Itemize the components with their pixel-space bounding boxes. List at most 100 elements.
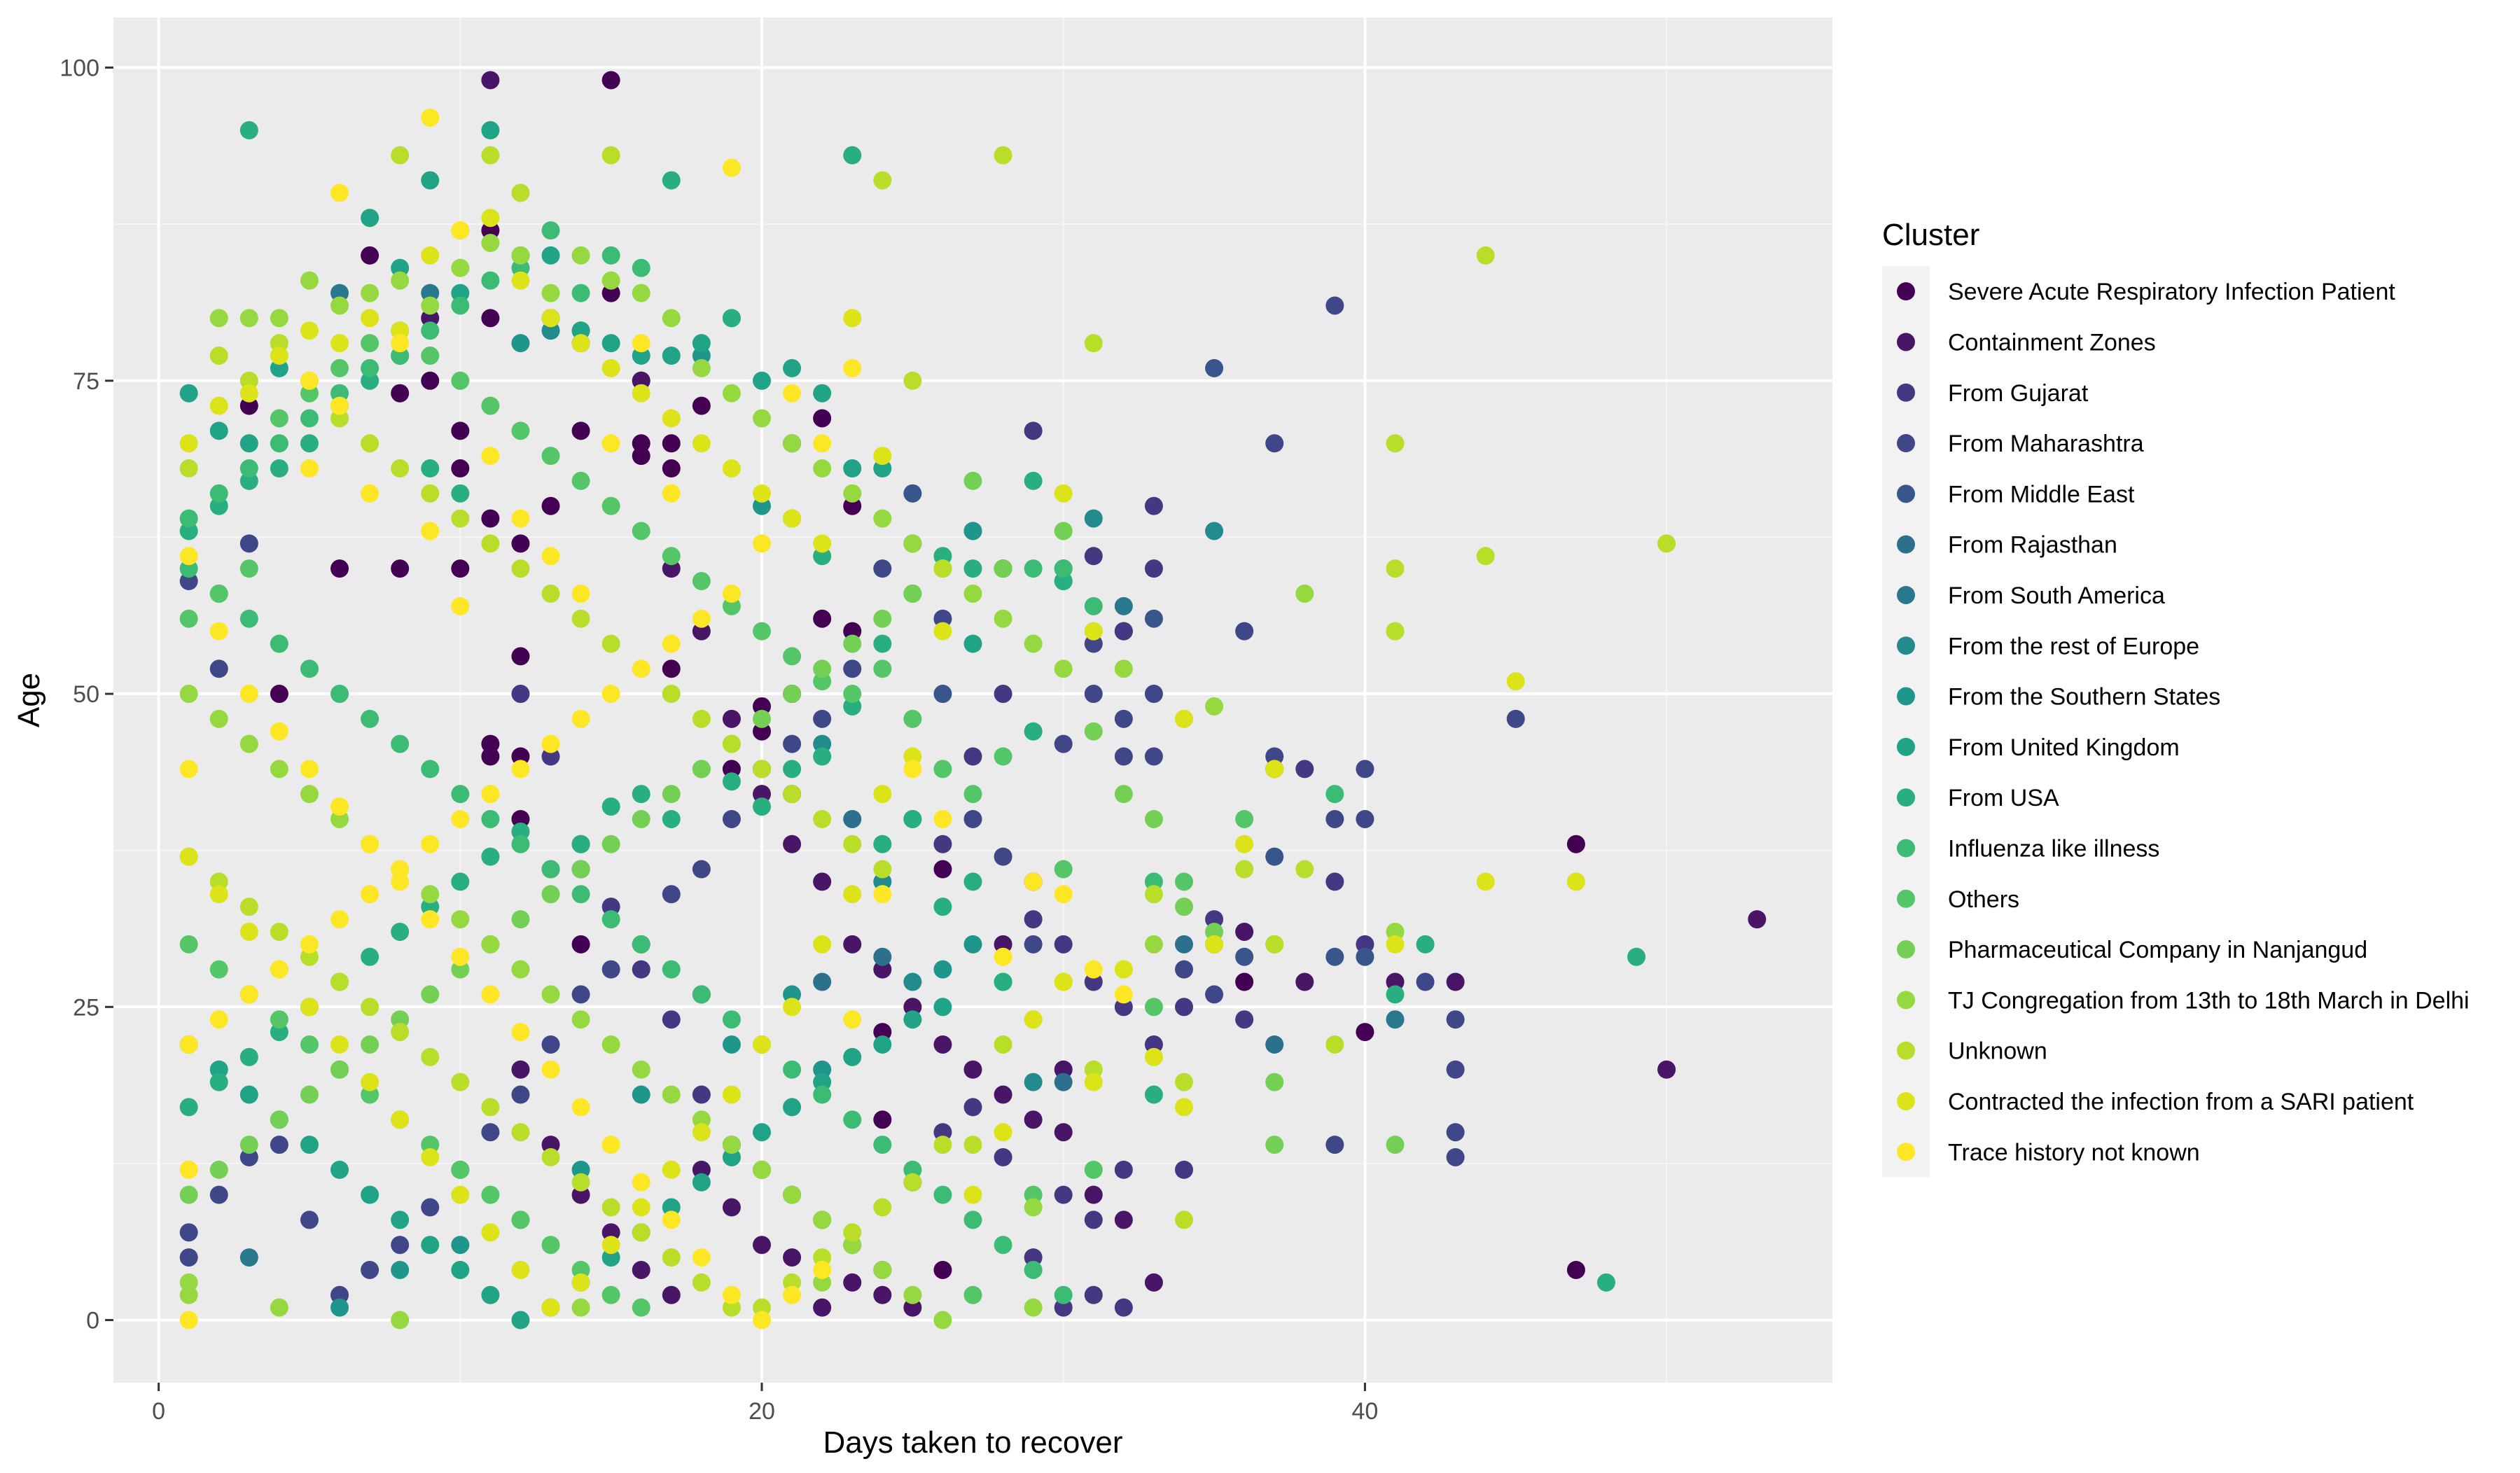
- data-point: [873, 835, 892, 853]
- data-point: [300, 935, 319, 954]
- data-point: [511, 760, 530, 779]
- data-point: [963, 1060, 982, 1079]
- legend-key: [1897, 282, 1915, 301]
- data-point: [933, 760, 952, 779]
- data-point: [1084, 1210, 1103, 1229]
- data-point: [1325, 809, 1344, 828]
- data-point: [179, 1311, 198, 1329]
- legend-label: From Gujarat: [1948, 380, 2089, 407]
- data-point: [662, 171, 681, 190]
- legend-key: [1897, 484, 1915, 503]
- data-point: [179, 1035, 198, 1054]
- data-point: [1174, 998, 1193, 1017]
- data-point: [722, 734, 741, 753]
- data-point: [451, 284, 470, 302]
- data-point: [1144, 609, 1163, 628]
- data-point: [270, 347, 288, 365]
- data-point: [601, 496, 620, 515]
- data-point: [1566, 872, 1585, 891]
- data-point: [270, 309, 288, 328]
- data-point: [601, 1223, 620, 1242]
- data-point: [541, 1035, 560, 1054]
- data-point: [541, 547, 560, 566]
- data-point: [1356, 947, 1374, 966]
- data-point: [571, 709, 590, 728]
- data-point: [391, 1210, 410, 1229]
- data-point: [330, 809, 349, 828]
- data-point: [813, 547, 832, 566]
- series-points: [541, 321, 1224, 1091]
- data-point: [692, 622, 711, 641]
- data-point: [1657, 534, 1676, 553]
- data-point: [632, 1198, 650, 1217]
- data-point: [209, 421, 228, 440]
- data-point: [1024, 872, 1043, 891]
- data-point: [1084, 1185, 1103, 1204]
- data-point: [1114, 960, 1133, 979]
- data-point: [1114, 1210, 1133, 1229]
- data-point: [963, 1136, 982, 1154]
- data-point: [361, 1185, 380, 1204]
- data-point: [571, 935, 590, 954]
- data-point: [1054, 1285, 1073, 1304]
- x-tick-label: 40: [1351, 1398, 1378, 1425]
- data-point: [179, 935, 198, 954]
- data-point: [1325, 296, 1344, 315]
- data-point: [209, 885, 228, 904]
- data-point: [994, 847, 1012, 866]
- data-point: [541, 747, 560, 766]
- data-point: [481, 1123, 500, 1142]
- data-point: [722, 1136, 741, 1154]
- data-point: [571, 860, 590, 879]
- data-point: [692, 985, 711, 1004]
- legend-label: TJ Congregation from 13th to 18th March …: [1948, 987, 2470, 1014]
- data-point: [1084, 1073, 1103, 1091]
- data-point: [481, 985, 500, 1004]
- data-point: [451, 1073, 470, 1091]
- data-point: [843, 459, 862, 478]
- data-point: [481, 534, 500, 553]
- data-point: [330, 559, 349, 578]
- data-point: [571, 1298, 590, 1317]
- data-point: [1265, 434, 1284, 453]
- data-point: [963, 785, 982, 804]
- data-point: [270, 722, 288, 741]
- data-point: [1054, 734, 1073, 753]
- data-point: [1205, 522, 1224, 540]
- data-point: [300, 1085, 319, 1104]
- data-point: [1054, 935, 1073, 954]
- data-point: [753, 709, 772, 728]
- data-point: [843, 496, 862, 515]
- data-point: [179, 609, 198, 628]
- legend-key: [1897, 1041, 1915, 1060]
- data-point: [541, 584, 560, 603]
- data-point: [1174, 1210, 1193, 1229]
- data-point: [843, 1010, 862, 1029]
- data-point: [1205, 922, 1224, 941]
- legend-label: From South America: [1948, 582, 2165, 609]
- data-point: [571, 334, 590, 353]
- data-point: [1627, 947, 1646, 966]
- data-point: [994, 685, 1012, 704]
- data-point: [813, 1085, 832, 1104]
- data-point: [571, 246, 590, 265]
- data-point: [1205, 935, 1224, 954]
- data-point: [662, 434, 681, 453]
- data-point: [179, 547, 198, 566]
- data-point: [239, 121, 258, 140]
- data-point: [994, 747, 1012, 766]
- data-point: [571, 835, 590, 853]
- data-point: [1144, 998, 1163, 1017]
- data-point: [933, 835, 952, 853]
- data-point: [963, 1185, 982, 1204]
- legend-label: Containment Zones: [1948, 329, 2156, 356]
- data-point: [541, 284, 560, 302]
- data-point: [239, 1147, 258, 1166]
- data-point: [481, 847, 500, 866]
- data-point: [903, 1010, 922, 1029]
- series-points: [179, 234, 1405, 1329]
- data-point: [239, 534, 258, 553]
- data-point: [361, 209, 380, 228]
- data-point: [933, 622, 952, 641]
- series-points: [179, 146, 1676, 1317]
